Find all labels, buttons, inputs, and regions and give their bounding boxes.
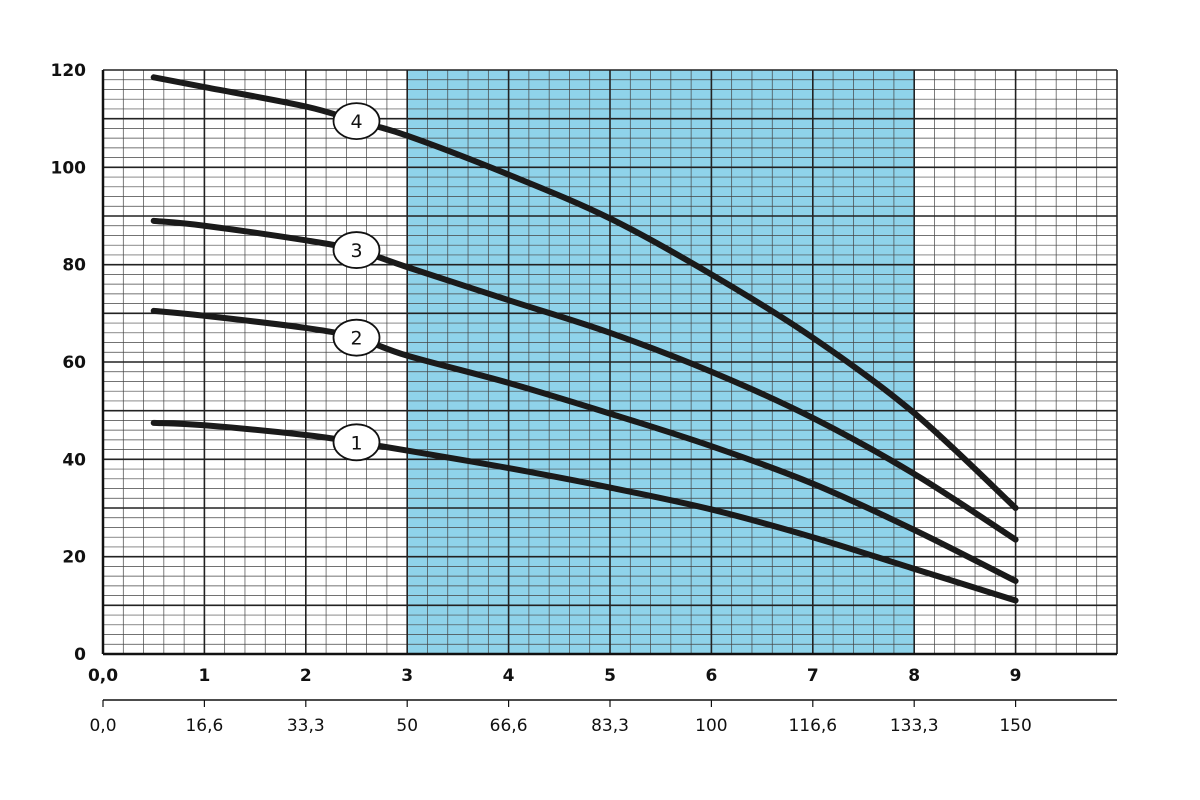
curve-label-text: 3 xyxy=(350,240,362,262)
pump-curve-1 xyxy=(150,419,1019,604)
curve-label-text: 1 xyxy=(350,432,362,454)
x-tick-label: 7 xyxy=(807,666,819,686)
x2-tick-label: 83,3 xyxy=(591,716,629,736)
x2-tick-label: 150 xyxy=(999,716,1031,736)
x2-tick-label: 16,6 xyxy=(185,716,223,736)
curve-label-badge xyxy=(332,423,381,462)
y-tick-label: 80 xyxy=(62,256,86,276)
curve-label-text: 2 xyxy=(350,328,362,350)
x2-tick-label: 133,3 xyxy=(890,716,939,736)
curve-label-text: 4 xyxy=(350,111,362,133)
curve-label-badge xyxy=(332,102,381,140)
x-tick-label: 9 xyxy=(1010,666,1022,686)
curve-label-badge xyxy=(332,318,381,357)
x-tick-label: 1 xyxy=(198,666,210,686)
x2-tick-label: 116,6 xyxy=(788,716,837,736)
x2-tick-label: 0,0 xyxy=(89,716,116,736)
x-tick-label: 8 xyxy=(908,666,920,686)
x-tick-label: 2 xyxy=(300,666,312,686)
x2-tick-label: 33,3 xyxy=(287,716,325,736)
pump-curve-2 xyxy=(150,307,1019,584)
pump-curve-3 xyxy=(150,217,1019,543)
x-tick-label: 3 xyxy=(401,666,413,686)
x-tick-label: 6 xyxy=(705,666,717,686)
y-tick-label: 60 xyxy=(62,353,86,373)
curve-label-badge xyxy=(332,231,381,269)
x-tick-label: 4 xyxy=(503,666,515,686)
y-tick-label: 120 xyxy=(51,61,87,81)
y-tick-label: 20 xyxy=(62,548,86,568)
x2-tick-label: 50 xyxy=(396,716,418,736)
pump-curve-4 xyxy=(150,74,1019,511)
x-tick-label: 5 xyxy=(604,666,616,686)
y-tick-label: 100 xyxy=(51,158,87,178)
x-tick-label: 0,0 xyxy=(88,666,118,686)
y-tick-label: 0 xyxy=(74,645,86,665)
x2-tick-label: 100 xyxy=(695,716,727,736)
x2-tick-label: 66,6 xyxy=(490,716,528,736)
y-tick-label: 40 xyxy=(62,450,86,470)
